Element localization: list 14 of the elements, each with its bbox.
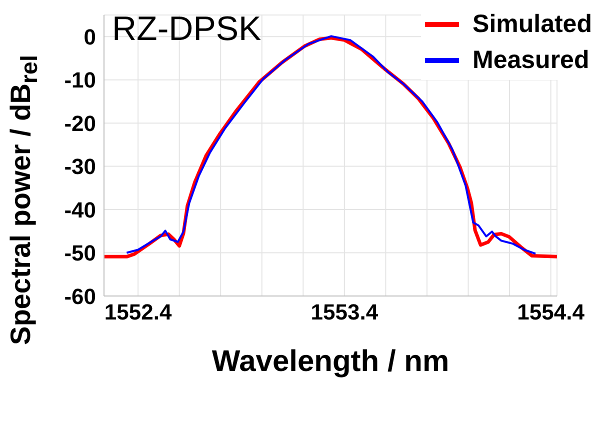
x-tick-label: 1552.4 — [104, 300, 172, 325]
y-tick-label: -10 — [64, 68, 96, 93]
y-tick-label: -50 — [64, 240, 96, 266]
y-tick-label: -20 — [64, 110, 96, 136]
y-tick-label: 0 — [84, 24, 96, 50]
chart-title: RZ-DPSK — [112, 10, 262, 49]
x-axis-title: Wavelength / nm — [212, 345, 450, 378]
y-tick-label: -60 — [64, 284, 96, 309]
x-tick-label: 1554.4 — [517, 300, 586, 325]
y-tick-label: -40 — [64, 197, 96, 222]
legend-label: Simulated — [472, 9, 592, 40]
legend-label: Measured — [472, 45, 590, 76]
x-tick-label: 1553.4 — [310, 300, 379, 325]
y-tick-label: -30 — [64, 154, 96, 180]
